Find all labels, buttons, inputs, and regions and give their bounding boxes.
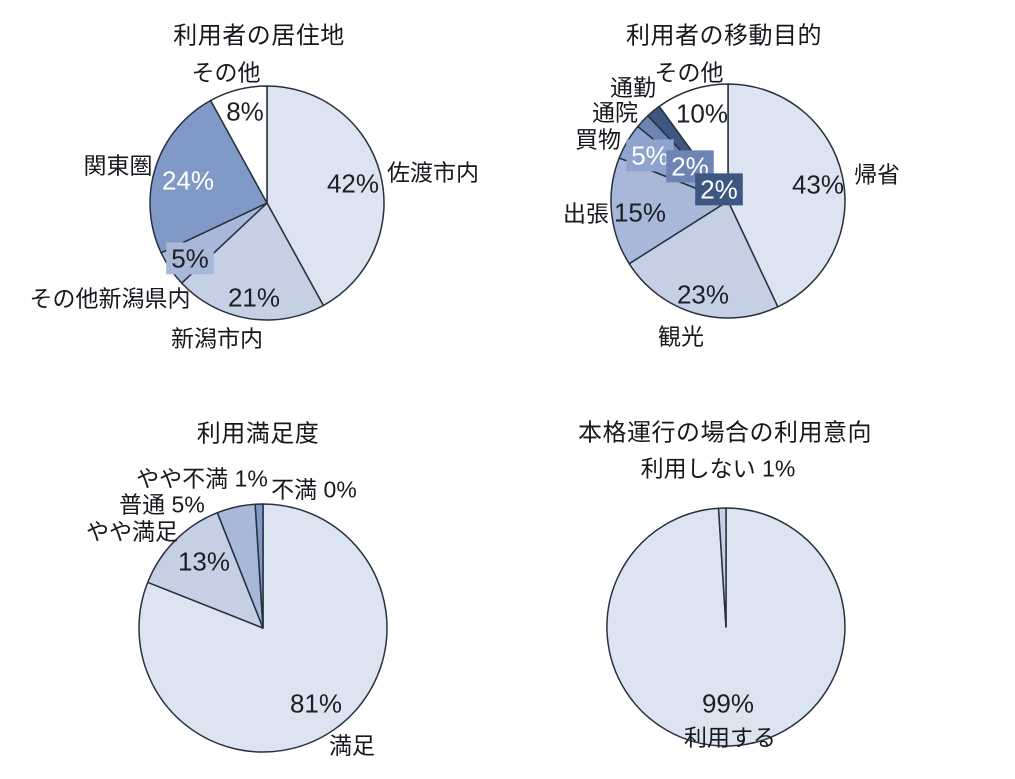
slice-percent-label: 23% bbox=[677, 279, 729, 309]
slice-percent-label: 42% bbox=[327, 168, 379, 198]
slice-name-label: 出張 bbox=[563, 200, 609, 226]
slice-percent-label: 8% bbox=[226, 96, 264, 126]
slice-name-label: 通勤 bbox=[610, 74, 656, 100]
slice-percent-label-box bbox=[695, 173, 743, 206]
slice-name-label: 買物 bbox=[575, 126, 621, 152]
pie-slice bbox=[254, 503, 264, 629]
pie-chart-1: 佐渡市内 42% 新潟市内 21% その他新潟県内 5% 関東圏 24% その他 8% bbox=[30, 59, 480, 351]
slice-name-label: 通院 bbox=[592, 99, 638, 125]
slice-name-label: やや満足 bbox=[86, 518, 178, 544]
pie-chart-4: 利用する 99% 利用しない 1% bbox=[606, 455, 846, 750]
pie-slice bbox=[149, 99, 268, 254]
chart-title-satisfaction: 利用満足度 bbox=[196, 420, 320, 448]
slice-percent-label: 15% bbox=[614, 197, 666, 227]
slice-name-label: 新潟市内 bbox=[171, 325, 263, 351]
slice-percent-label: 5% bbox=[631, 140, 669, 170]
slice-percent-label-box bbox=[626, 139, 674, 172]
slice-percent-label-box bbox=[166, 242, 214, 275]
chart-title-usage-intention: 本格運行の場合の利用意向 bbox=[578, 419, 872, 447]
slice-percent-label: 21% bbox=[228, 282, 280, 312]
pie-slice bbox=[138, 503, 388, 753]
pie-slice bbox=[180, 202, 325, 321]
slice-percent-label: 43% bbox=[792, 169, 844, 199]
slice-name-label: 利用する bbox=[684, 724, 776, 750]
pie-slice bbox=[717, 507, 727, 628]
pie-slice bbox=[209, 85, 268, 204]
slice-name-label: その他新潟県内 bbox=[30, 285, 191, 311]
slice-percent-label: 24% bbox=[162, 165, 214, 195]
pie-slice bbox=[727, 83, 846, 308]
slice-percent-label: 81% bbox=[290, 688, 342, 718]
slice-percent-label: 5% bbox=[171, 243, 209, 273]
slice-percent-label: 10% bbox=[676, 98, 728, 128]
slice-name-label: その他 bbox=[655, 59, 724, 85]
slice-name-label: 佐渡市内 bbox=[387, 159, 479, 185]
chart-title-trip-purpose: 利用者の移動目的 bbox=[626, 22, 822, 50]
pie-slice bbox=[628, 200, 779, 319]
slice-name-label: 観光 bbox=[658, 323, 704, 349]
slice-name-label: 関東圏 bbox=[84, 152, 153, 178]
slice-name-and-value-label: 利用しない 1% bbox=[641, 455, 796, 481]
chart-title-residence: 利用者の居住地 bbox=[173, 22, 345, 50]
pie-slice bbox=[266, 85, 385, 307]
slice-name-and-value-label: やや不満 1% bbox=[136, 465, 268, 491]
slice-percent-label: 13% bbox=[178, 546, 230, 576]
slice-name-and-value-label: 不満 0% bbox=[271, 476, 357, 502]
pie-slice bbox=[610, 157, 729, 265]
pie-slice bbox=[146, 511, 264, 629]
slice-name-label: 帰省 bbox=[854, 161, 900, 187]
slice-name-and-value-label: 普通 5% bbox=[119, 491, 205, 517]
slice-name-label: 満足 bbox=[329, 732, 375, 758]
slice-percent-label: 99% bbox=[702, 688, 754, 718]
slice-name-label: その他 bbox=[192, 59, 261, 85]
slice-percent-label: 2% bbox=[700, 174, 738, 204]
